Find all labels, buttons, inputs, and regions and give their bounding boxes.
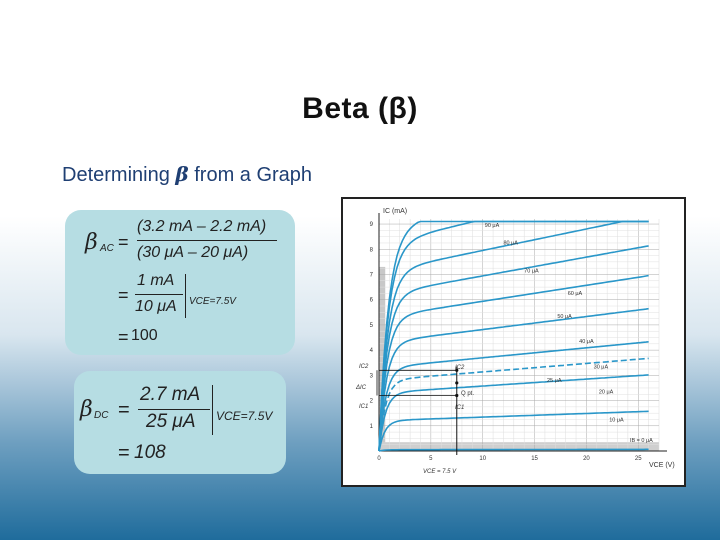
collector-curve (378, 220, 649, 452)
delta-ic-label: ΔIC (355, 385, 367, 391)
characteristic-curves-svg: 1 2 3 4 5 6 7 8 9 0 5 10 15 20 25 90 μA 80 μA 70 μA 60 μA 5… (355, 208, 675, 475)
collector-curve (378, 220, 649, 452)
curve-label: 70 μA (524, 268, 539, 274)
beta-dc-equals-2: = (118, 442, 130, 464)
collector-curve (378, 374, 649, 452)
beta-dc-result: 108 (134, 442, 166, 463)
y-tick-label: 8 (370, 247, 374, 253)
beta-dc-symbol: β (80, 397, 93, 422)
x-tick-label: 0 (377, 456, 381, 462)
curve-label: 20 μA (599, 390, 614, 396)
subtitle-prefix: Determining (62, 164, 176, 186)
beta-ac-denominator-2: 10 μA (135, 298, 177, 315)
collector-curve (378, 245, 649, 452)
beta-dc-equals-1: = (118, 399, 130, 421)
collector-curve (378, 448, 649, 452)
y-axis-label: IC (mA) (383, 208, 407, 215)
beta-ac-numerator-2: 1 mA (137, 272, 175, 289)
q-point (455, 381, 459, 385)
x-tick-label: 20 (583, 456, 590, 462)
y-tick-label: 4 (370, 348, 374, 354)
beta-ac-symbol: β (85, 230, 98, 255)
slide-subtitle: Determining β from a Graph (62, 162, 312, 187)
curve-label: 40 μA (579, 339, 594, 345)
graph-grid (378, 213, 667, 452)
beta-ac-equals-1: = (118, 232, 129, 252)
beta-dc-fraction-line (138, 409, 210, 410)
y-tick-label: 3 (370, 373, 374, 379)
curve-label: 50 μA (557, 314, 572, 320)
collector-curves (378, 220, 649, 452)
beta-ac-fraction-line-1 (137, 240, 277, 241)
collector-curve (378, 307, 649, 452)
beta-ac-denominator-1: (30 μA – 20 μA) (137, 244, 249, 261)
saturation-region (379, 266, 386, 451)
y-tick-label: 5 (370, 323, 374, 329)
cutoff-region (379, 442, 659, 451)
ic2-label: IC2 (359, 364, 369, 370)
beta-ac-numerator-1: (3.2 mA – 2.2 mA) (137, 218, 267, 235)
x-axis-label: VCE (V) (649, 462, 675, 469)
point-c2-label: IC2 (455, 365, 465, 371)
beta-dc-evaluation-bar (212, 385, 213, 435)
x-tick-label: 5 (429, 456, 433, 462)
y-tick-label: 7 (370, 272, 374, 278)
y-tick-label: 9 (370, 222, 374, 228)
point-c1 (455, 393, 459, 398)
ic1-label: IC1 (359, 404, 368, 410)
collector-curve (378, 341, 649, 452)
beta-ac-formula-box: β AC = (3.2 mA – 2.2 mA) (30 μA – 20 μA)… (65, 210, 295, 355)
x-tick-label: 10 (479, 456, 486, 462)
curve-label: IB = 0 μA (630, 438, 653, 444)
q-point-label: Q pt. (461, 391, 474, 397)
beta-ac-subscript: AC (100, 243, 114, 254)
collector-curve (378, 357, 649, 452)
vce-q-label: VCE = 7.5 V (423, 469, 457, 475)
x-tick-label: 25 (635, 456, 642, 462)
beta-ac-equals-2: = (118, 285, 129, 305)
graph-labels: 1 2 3 4 5 6 7 8 9 0 5 10 15 20 25 90 μA 80 μA 70 μA 60 μA 5… (370, 222, 654, 462)
point-c2 (455, 368, 459, 372)
point-c1-label: IC1 (455, 405, 464, 411)
beta-dc-formula-box: β DC = 2.7 mA 25 μA VCE=7.5V = 108 (74, 371, 286, 474)
beta-dc-denominator: 25 μA (146, 411, 196, 432)
beta-ac-fraction-line-2 (135, 294, 183, 295)
curve-label: 90 μA (485, 223, 500, 229)
y-tick-label: 1 (370, 424, 374, 430)
y-tick-label: 2 (370, 399, 374, 405)
beta-ac-evaluation-bar (185, 274, 186, 318)
curve-label: 80 μA (503, 241, 518, 247)
beta-dc-subscript: DC (94, 410, 109, 421)
beta-ac-condition: VCE=7.5V (189, 296, 236, 307)
curve-label: 60 μA (568, 291, 583, 297)
subtitle-beta-symbol: β (175, 162, 189, 186)
y-tick-label: 6 (370, 298, 374, 304)
transistor-characteristic-graph: 1 2 3 4 5 6 7 8 9 0 5 10 15 20 25 90 μA 80 μA 70 μA 60 μA 5… (341, 197, 686, 487)
curve-label: 30 μA (594, 364, 609, 370)
collector-curve (378, 274, 649, 452)
curve-label: 10 μA (609, 417, 624, 423)
curve-label: 25 μA (547, 378, 562, 384)
subtitle-suffix: from a Graph (188, 164, 313, 186)
slide-title: Beta (β) (302, 92, 418, 125)
x-tick-label: 15 (531, 456, 538, 462)
collector-curve (378, 410, 649, 452)
beta-dc-numerator: 2.7 mA (140, 384, 201, 405)
beta-ac-equals-3: = (118, 327, 129, 347)
beta-ac-result: 100 (131, 327, 158, 344)
beta-dc-condition: VCE=7.5V (216, 409, 273, 423)
